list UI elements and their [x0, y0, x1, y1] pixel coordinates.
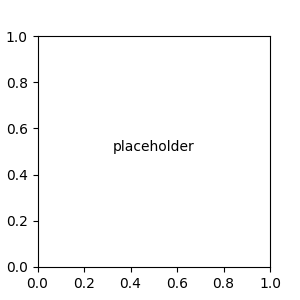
Text: placeholder: placeholder — [113, 140, 195, 154]
